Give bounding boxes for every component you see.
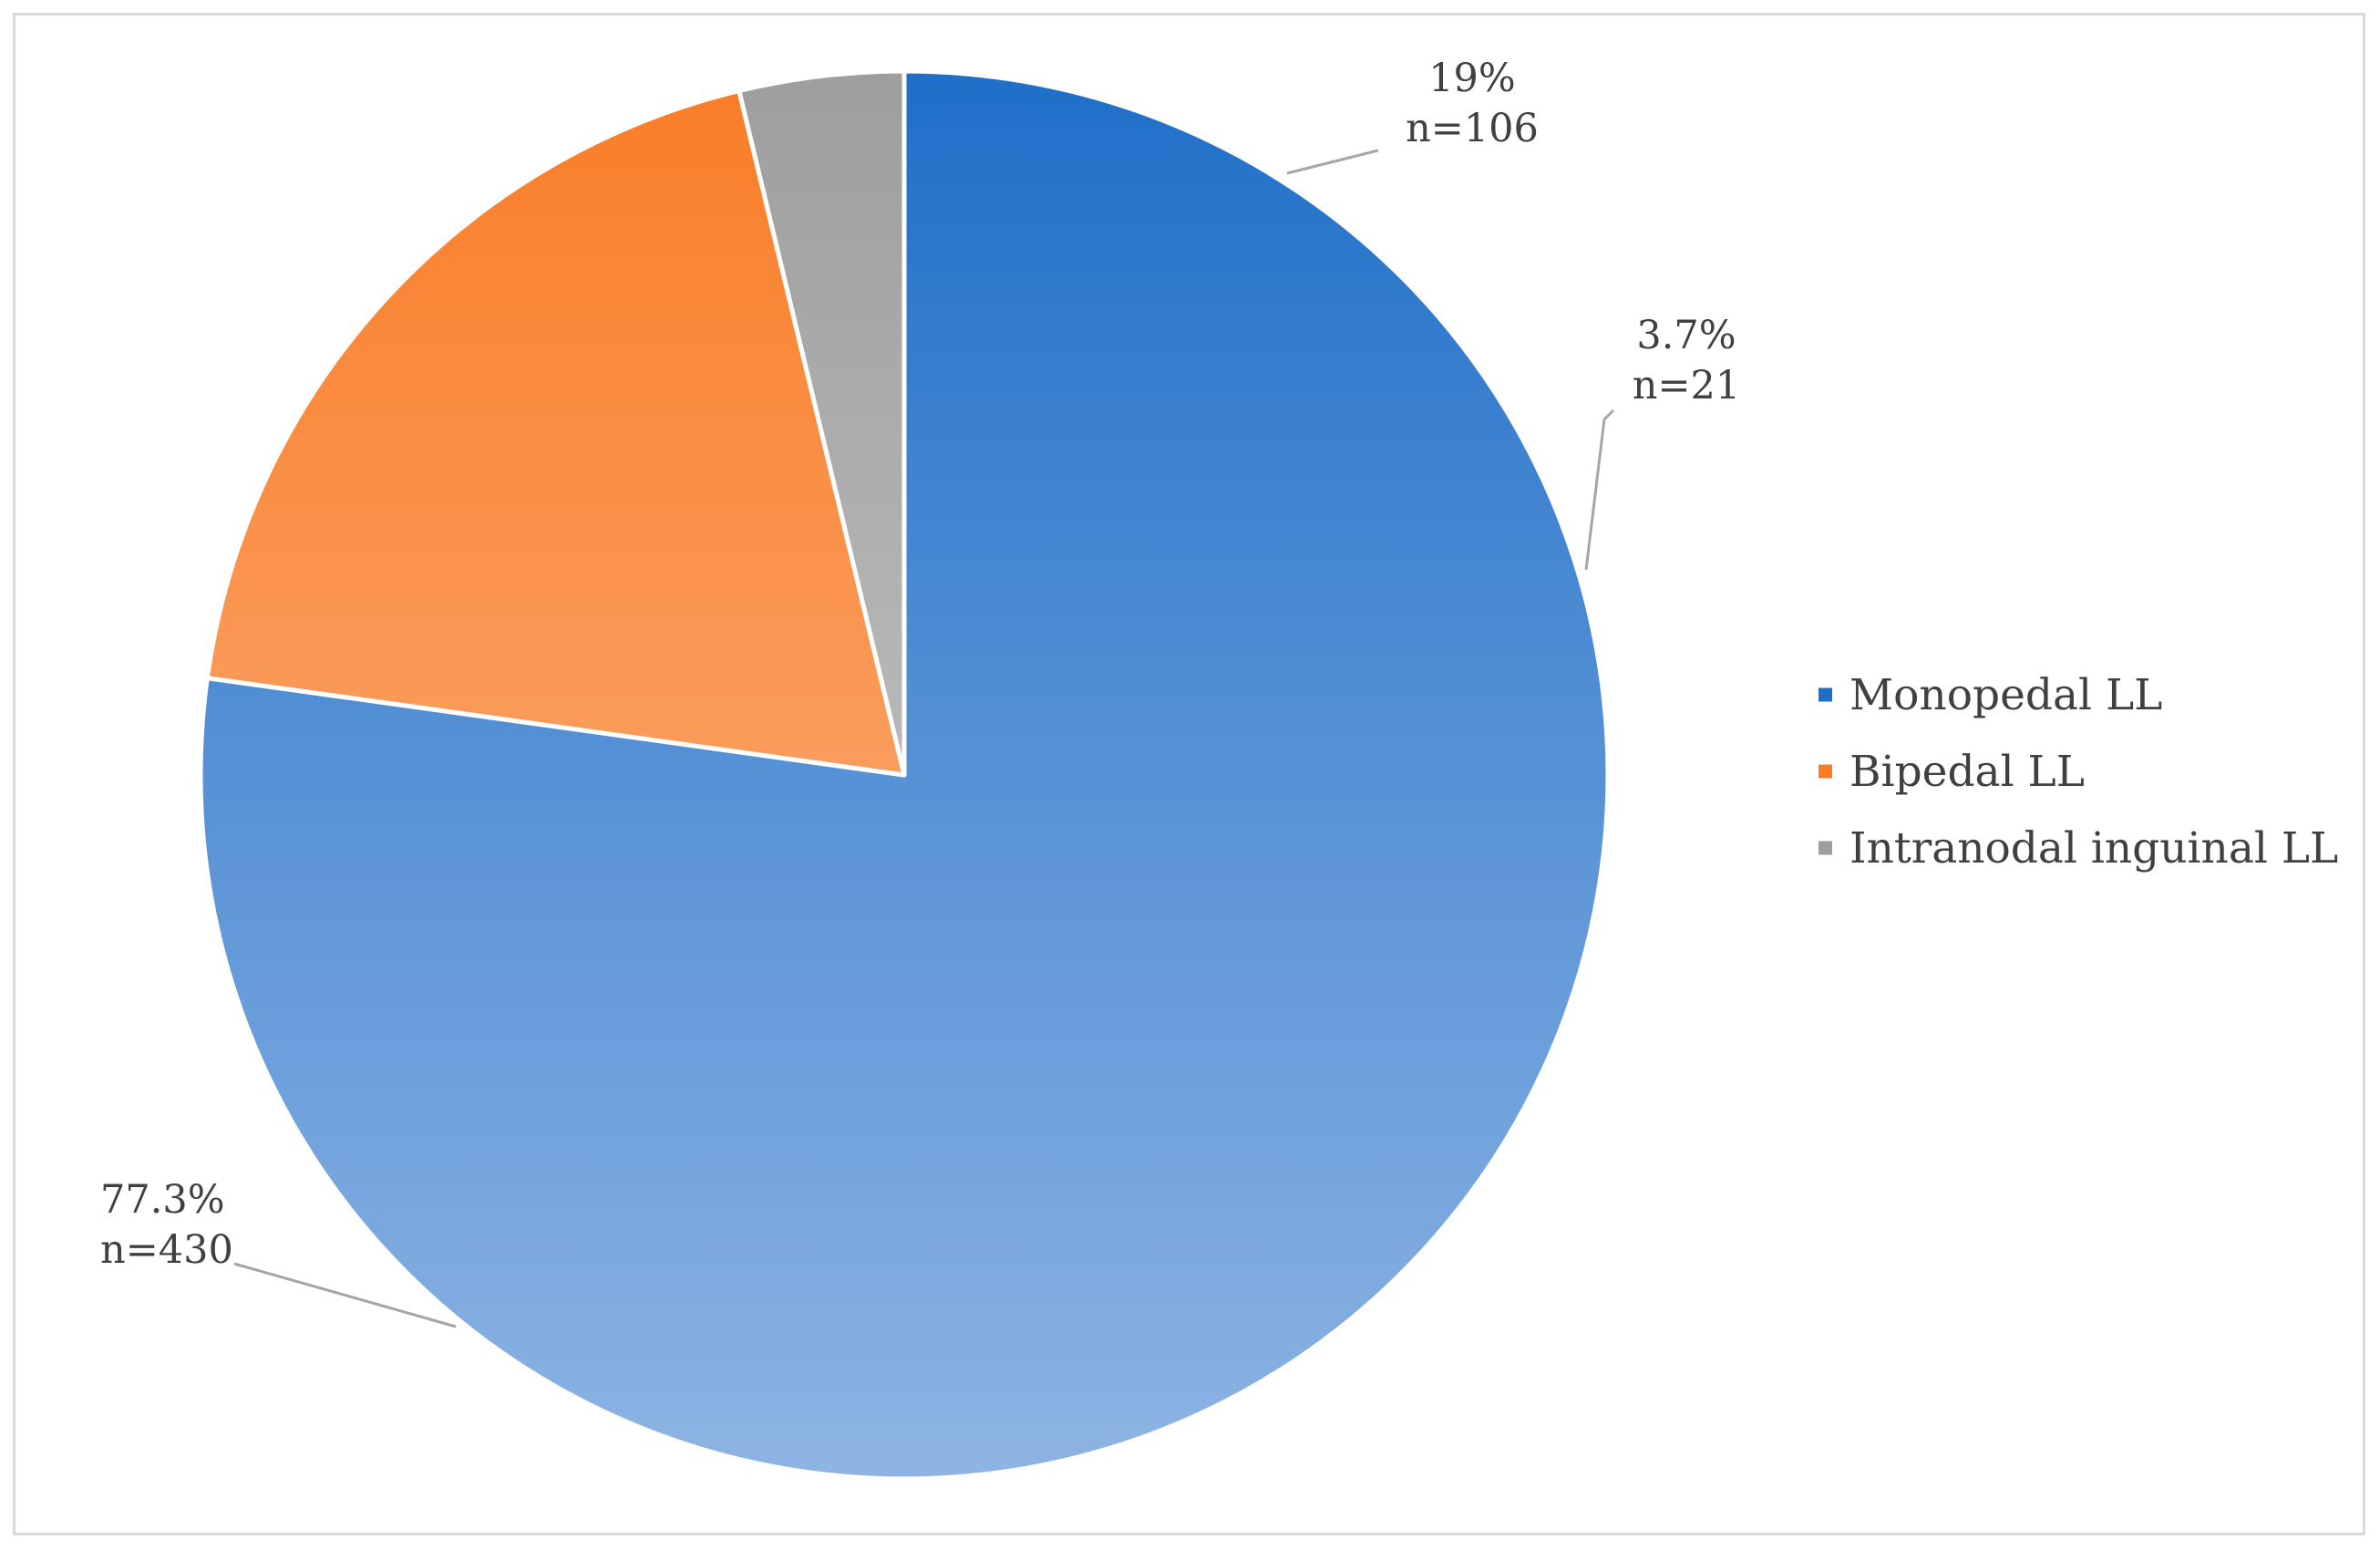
data-label-percent-intranodal-inguinal-ll: 3.7% [1636, 313, 1736, 358]
legend-item-bipedal-ll: Bipedal LL [1818, 747, 2085, 797]
legend-label-monopedal-ll: Monopedal LL [1849, 670, 2162, 720]
legend-swatch-monopedal-ll [1818, 687, 1832, 702]
legend-label-bipedal-ll: Bipedal LL [1849, 747, 2085, 797]
leader-line-monopedal-ll [233, 1262, 457, 1328]
data-label-percent-monopedal-ll: 77.3% [100, 1177, 225, 1223]
legend-swatch-bipedal-ll [1818, 764, 1832, 779]
legend-item-intranodal-inguinal-ll: Intranodal inguinal LL [1818, 823, 2338, 873]
data-label-count-bipedal-ll: n=106 [1406, 106, 1539, 151]
leader-line-bipedal-ll [1286, 149, 1379, 175]
legend: Monopedal LL Bipedal LL Intranodal inguina… [1818, 670, 2338, 873]
data-labels: 77.3%n=430 19% n=106 3.7% n=21 [100, 56, 1740, 1273]
pie-slices [198, 68, 1611, 1482]
legend-item-monopedal-ll: Monopedal LL [1818, 670, 2162, 720]
legend-label-intranodal-inguinal-ll: Intranodal inguinal LL [1849, 823, 2338, 873]
pie-slice-intranodal-inguinal-ll [737, 68, 907, 778]
leader-line-intranodal-inguinal-ll [1584, 408, 1615, 571]
data-label-count-monopedal-ll: n=430 [100, 1227, 233, 1273]
pie-slice-bipedal-ll [204, 88, 907, 778]
data-label-percent-bipedal-ll: 19% [1428, 56, 1516, 101]
data-label-count-intranodal-inguinal-ll: n=21 [1633, 363, 1740, 408]
leader-lines [233, 149, 1615, 1328]
legend-swatch-intranodal-inguinal-ll [1818, 841, 1832, 855]
